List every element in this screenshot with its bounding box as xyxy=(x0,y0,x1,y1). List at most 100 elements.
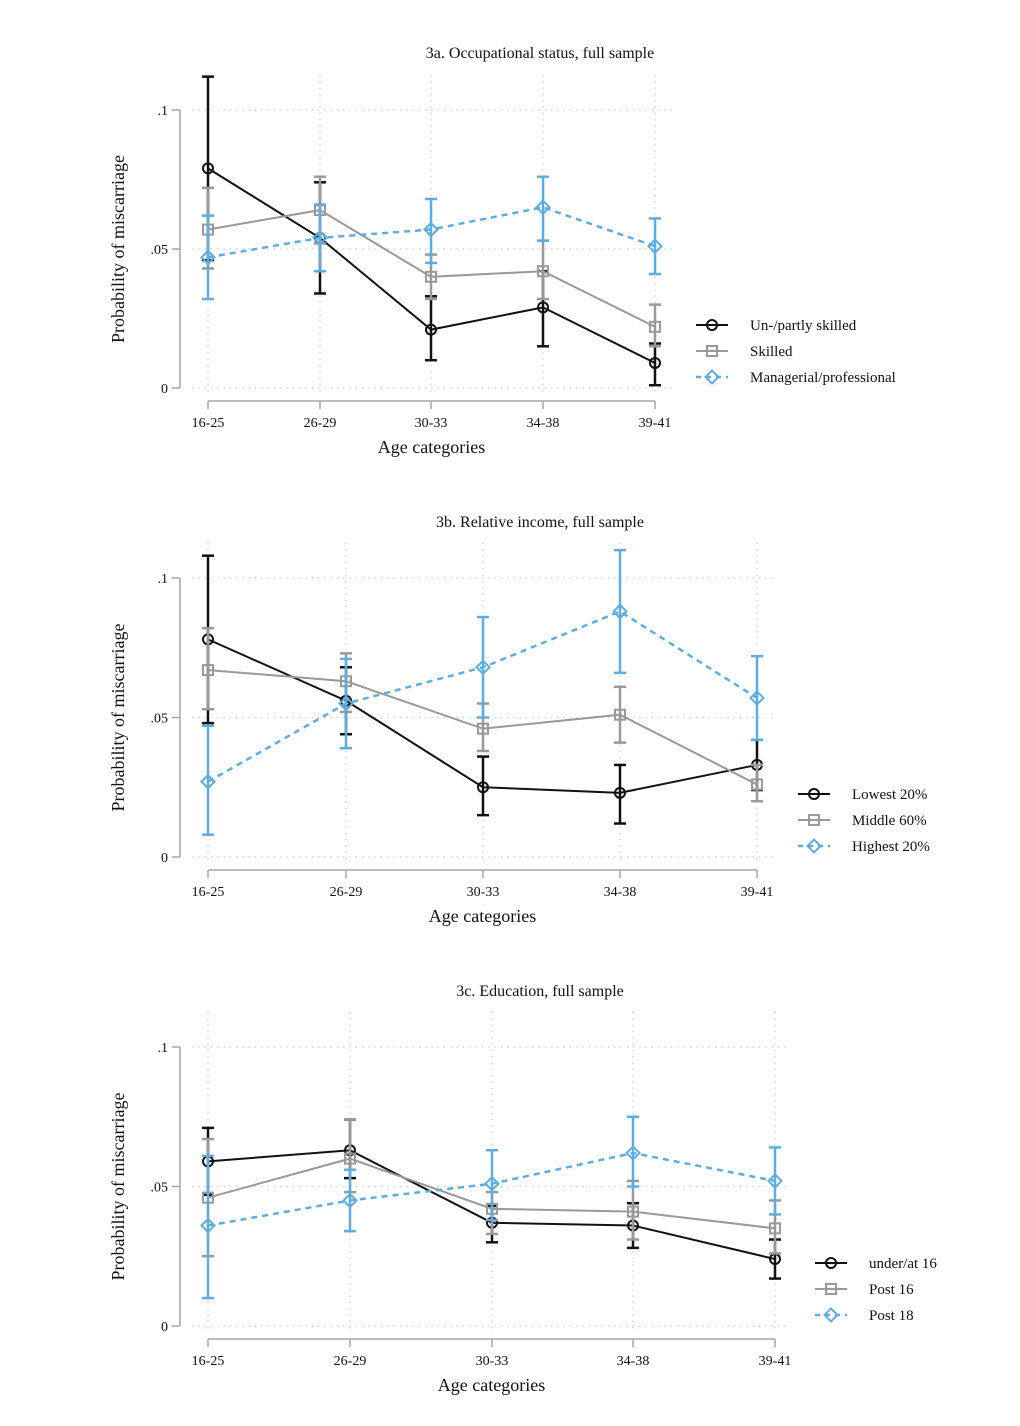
legend-label: Post 18 xyxy=(869,1308,914,1324)
data-point xyxy=(477,781,489,794)
legend-item: Highest 20% xyxy=(798,838,930,855)
legend-item: under/at 16 xyxy=(815,1256,937,1272)
data-point xyxy=(751,778,763,791)
data-point xyxy=(749,690,765,706)
data-point xyxy=(769,1222,781,1235)
legend-item: Middle 60% xyxy=(798,813,927,829)
data-point xyxy=(647,238,663,255)
series-line xyxy=(207,1151,776,1227)
data-point xyxy=(202,162,214,175)
legend-swatch-marker xyxy=(825,1283,837,1295)
legend-label: Managerial/professional xyxy=(750,370,896,386)
legend-item: Lowest 20% xyxy=(798,787,927,803)
data-point xyxy=(344,1152,356,1165)
data-point xyxy=(477,722,489,735)
legend-swatch-marker xyxy=(704,369,720,385)
y-tick-label: 0 xyxy=(161,851,168,866)
data-point xyxy=(202,664,214,677)
legend: under/at 16 Post 16 Post 18 xyxy=(815,1256,937,1324)
data-point xyxy=(200,773,216,790)
chart-title: 3b. Relative income, full sample xyxy=(436,514,644,531)
series-line xyxy=(207,206,656,259)
series-line xyxy=(207,669,758,786)
data-point xyxy=(649,356,661,369)
legend-swatch-marker xyxy=(808,788,820,800)
x-tick-label: 39-41 xyxy=(741,885,774,900)
x-tick-label: 39-41 xyxy=(639,416,672,431)
legend-item: Managerial/professional xyxy=(696,369,896,386)
legend-swatch-marker xyxy=(808,814,820,826)
legend-label: Lowest 20% xyxy=(852,787,927,803)
y-tick-label: .05 xyxy=(151,712,169,727)
data-point xyxy=(537,265,549,278)
panel-3b: 3b. Relative income, full sample 0 .05 .1 Pr… xyxy=(108,514,930,926)
legend: Un-/partly skilled Skilled Managerial/prof… xyxy=(696,318,896,386)
legend-swatch-marker xyxy=(825,1257,837,1269)
legend-swatch-marker xyxy=(806,838,822,854)
legend-label: under/at 16 xyxy=(869,1256,937,1272)
data-point xyxy=(342,1192,358,1209)
legend-item: Skilled xyxy=(696,344,793,360)
x-tick-label: 30-33 xyxy=(415,416,448,431)
y-tick-label: .1 xyxy=(158,572,169,587)
x-tick-label: 26-29 xyxy=(304,416,337,431)
chart-title: 3c. Education, full sample xyxy=(456,983,624,1000)
x-tick-label: 16-25 xyxy=(192,885,225,900)
series-line xyxy=(207,610,758,783)
x-tick-label: 30-33 xyxy=(467,885,500,900)
panel-3a: 3a. Occupational status, full sample 0 .05… xyxy=(108,45,896,457)
data-point xyxy=(484,1175,500,1192)
x-tick-label: 34-38 xyxy=(604,885,637,900)
data-point xyxy=(767,1173,783,1189)
series-line xyxy=(207,167,656,364)
legend-swatch-marker xyxy=(706,319,718,331)
legend-item: Post 18 xyxy=(815,1307,914,1324)
legend-swatch-marker xyxy=(823,1307,839,1323)
data-point xyxy=(200,249,216,266)
x-tick-label: 16-25 xyxy=(192,1354,225,1369)
data-point xyxy=(425,323,437,336)
x-axis-title: Age categories xyxy=(378,437,485,457)
x-tick-label: 26-29 xyxy=(334,1354,367,1369)
data-point xyxy=(625,1145,641,1161)
legend-label: Post 16 xyxy=(869,1282,914,1298)
data-point xyxy=(338,695,354,712)
x-tick-label: 34-38 xyxy=(617,1354,650,1369)
y-tick-label: .05 xyxy=(151,243,169,258)
legend-item: Un-/partly skilled xyxy=(696,318,857,334)
data-point xyxy=(475,659,491,676)
y-tick-label: .1 xyxy=(158,104,169,119)
data-point xyxy=(535,199,551,216)
series-line xyxy=(207,638,758,794)
legend-label: Un-/partly skilled xyxy=(750,318,857,334)
y-axis-title: Probability of miscarriage xyxy=(108,1093,128,1281)
data-point xyxy=(649,320,661,333)
y-tick-label: .1 xyxy=(158,1041,169,1056)
legend-label: Highest 20% xyxy=(852,839,930,855)
data-point xyxy=(312,229,328,246)
data-point xyxy=(627,1205,639,1218)
x-tick-label: 34-38 xyxy=(527,416,560,431)
y-tick-label: 0 xyxy=(161,382,168,397)
data-point xyxy=(423,221,439,238)
legend-label: Middle 60% xyxy=(852,813,927,829)
data-point xyxy=(425,270,437,283)
panel-3c: 3c. Education, full sample 0 .05 .1 Probabil… xyxy=(108,983,937,1395)
legend-label: Skilled xyxy=(750,344,793,360)
y-tick-label: .05 xyxy=(151,1181,169,1196)
x-tick-label: 16-25 xyxy=(192,416,225,431)
chart-title: 3a. Occupational status, full sample xyxy=(426,45,654,62)
data-point xyxy=(612,603,628,620)
data-point xyxy=(537,301,549,314)
data-point xyxy=(200,1217,216,1234)
x-tick-label: 30-33 xyxy=(476,1354,509,1369)
legend-item: Post 16 xyxy=(815,1282,914,1298)
data-point xyxy=(614,786,626,799)
x-axis-title: Age categories xyxy=(429,906,536,926)
x-tick-label: 39-41 xyxy=(759,1354,792,1369)
y-tick-label: 0 xyxy=(161,1320,168,1335)
y-axis-title: Probability of miscarriage xyxy=(108,624,128,812)
series-managerial-professional xyxy=(200,175,663,301)
legend: Lowest 20% Middle 60% Highest 20% xyxy=(798,787,930,855)
